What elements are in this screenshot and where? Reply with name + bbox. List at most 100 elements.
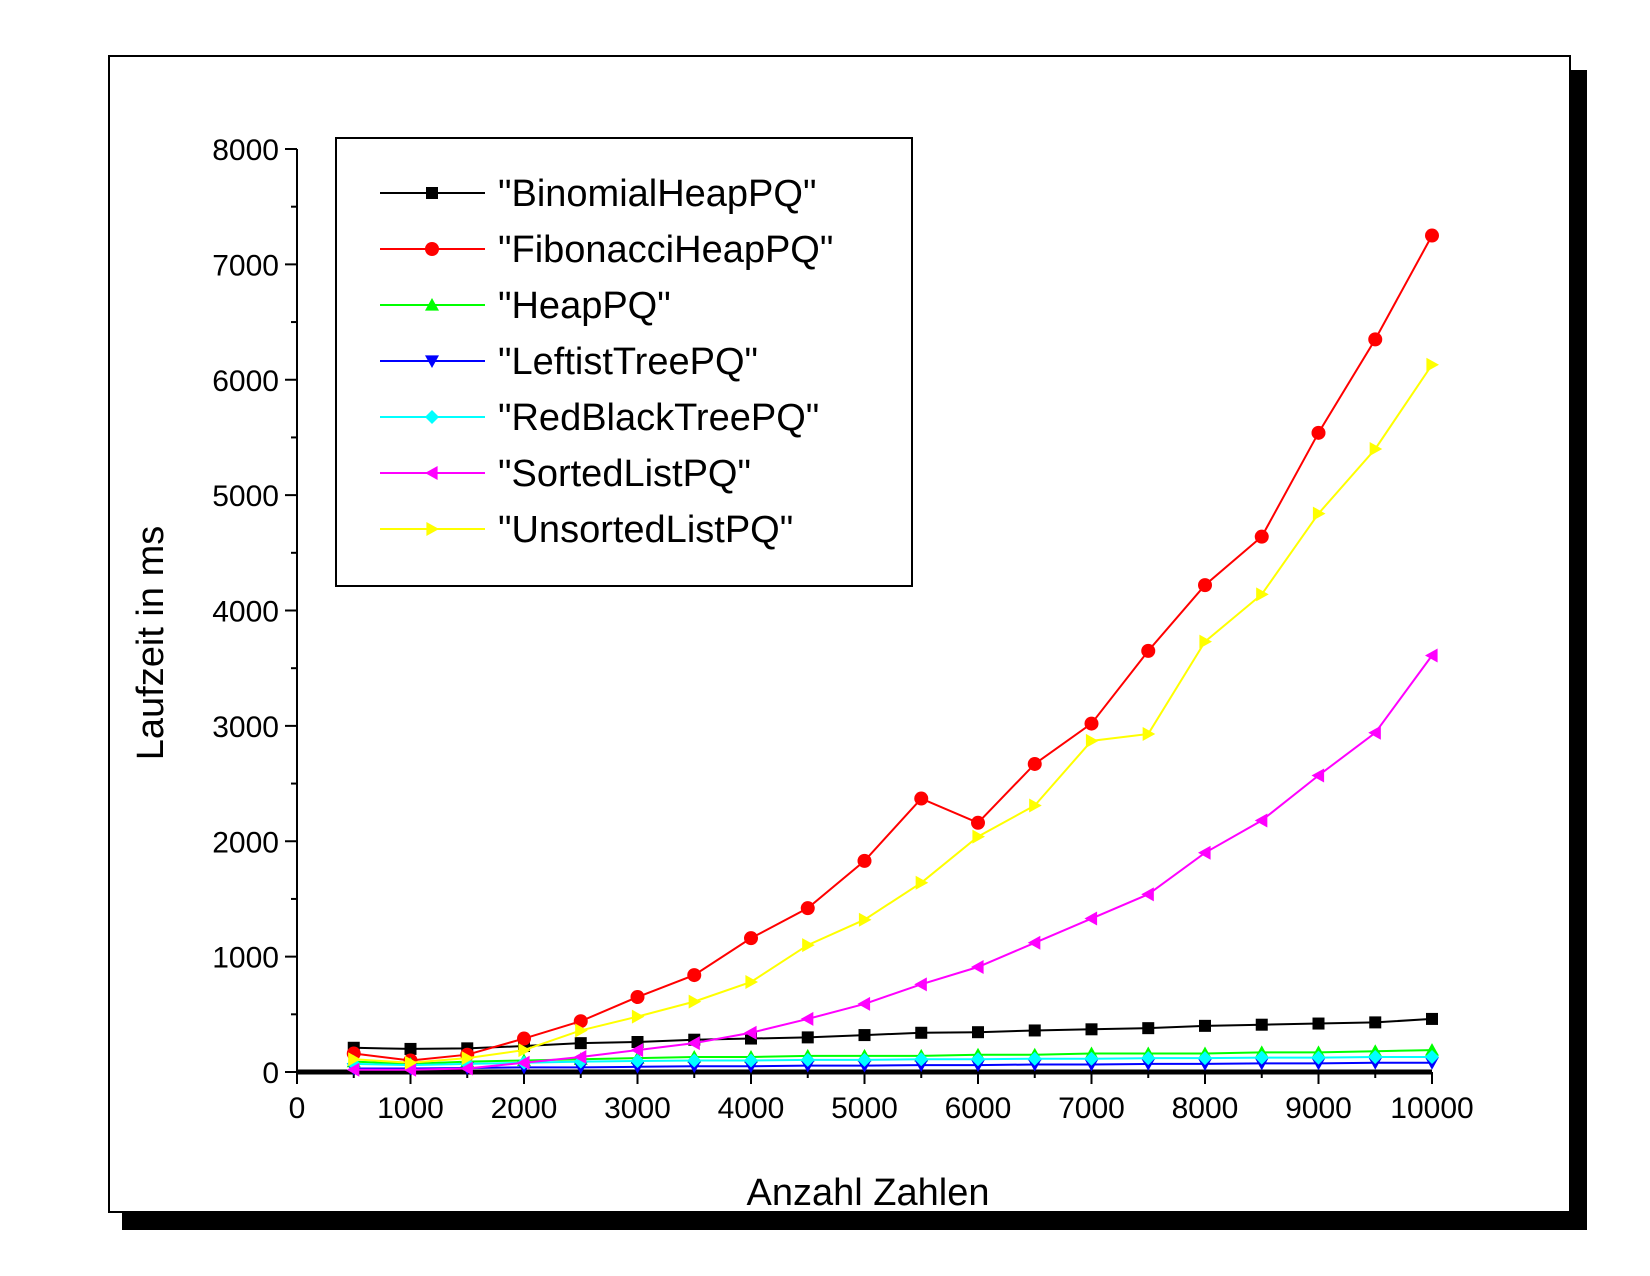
x-tick-label: 0 [289,1092,306,1125]
data-point [1256,587,1269,602]
data-point [1369,1016,1382,1029]
data-point [460,1061,473,1076]
y-tick-label: 5000 [212,480,279,513]
data-point [517,1055,530,1070]
data-point [1425,228,1439,243]
data-point [1254,813,1268,828]
legend-marker [425,355,439,368]
data-point [1368,725,1381,740]
data-point [1027,1051,1042,1066]
y-tick-label: 6000 [212,365,279,398]
data-point [972,829,985,844]
data-point [1199,634,1212,649]
x-tick-label: 8000 [1172,1092,1239,1125]
data-point [1425,1050,1439,1065]
data-point [1198,578,1212,593]
x-tick-label: 2000 [491,1092,558,1125]
data-point [914,791,929,806]
data-point [631,1009,645,1024]
data-point [1368,1050,1383,1065]
data-point [517,1031,531,1046]
data-point [971,960,984,975]
legend-marker [426,187,438,199]
data-point [1027,756,1042,771]
data-point [1311,768,1325,783]
data-point [1426,1012,1438,1025]
data-point [630,1043,644,1058]
series-6 [348,357,1439,1070]
legend-label: "HeapPQ" [498,285,671,327]
legend-label: "FibonacciHeapPQ" [498,229,833,271]
data-point [801,1031,814,1044]
data-point [404,1042,417,1055]
x-tick-label: 9000 [1285,1092,1352,1125]
legend-marker [426,522,439,536]
series-line [353,1061,1432,1070]
legend-item: "FibonacciHeapPQ" [380,229,833,271]
data-point [744,1025,757,1040]
legend-marker [425,410,439,424]
data-point [1028,1024,1041,1037]
legend-marker [425,242,439,256]
data-point [1084,911,1098,926]
data-point [1142,726,1156,741]
legend-label: "RedBlackTreePQ" [498,397,819,439]
data-point [1369,441,1383,456]
data-point [1142,1022,1155,1035]
legend-item: "UnsortedListPQ" [380,509,793,551]
data-point [857,1052,872,1067]
x-tick-label: 5000 [831,1092,898,1125]
data-point [857,853,872,868]
series-line [353,1017,1433,1050]
data-point [1254,1050,1269,1065]
y-axis-title: Laufzeit in ms [130,526,172,760]
data-point [971,1052,985,1067]
data-point [1368,332,1383,347]
series-5 [346,648,1438,1077]
data-point [858,1029,871,1042]
series-line [353,364,1433,1064]
legend-item: "HeapPQ" [380,285,671,327]
data-point [687,968,702,983]
data-point [1141,1051,1156,1066]
data-point [403,1062,417,1077]
legend-label: "BinomialHeapPQ" [498,173,816,215]
data-point [800,1011,814,1026]
legend-item: "LeftistTreePQ" [380,341,758,383]
legend-marker [425,466,438,480]
data-point [1255,1018,1268,1031]
y-tick-label: 3000 [212,711,279,744]
data-point [1029,798,1042,813]
legend-item: "SortedListPQ" [380,453,751,495]
x-tick-label: 7000 [1058,1092,1125,1125]
data-point [630,1054,645,1069]
data-point [857,996,871,1011]
data-point [1311,1050,1326,1065]
data-point [630,990,645,1005]
data-point [1199,1019,1211,1032]
data-point [574,1037,587,1050]
y-tick-label: 2000 [212,826,279,859]
data-point [346,1062,360,1077]
x-tick-label: 3000 [604,1092,671,1125]
data-point [518,1043,531,1058]
data-point [1254,529,1269,544]
data-point [1426,357,1439,372]
x-axis-title: Anzahl Zahlen [747,1172,990,1214]
data-point [687,1053,702,1068]
series-layer [346,228,1439,1077]
data-point [800,1052,815,1067]
x-tick-label: 1000 [377,1092,444,1125]
data-point [915,1026,928,1039]
data-point [1425,1043,1439,1056]
data-point [915,875,929,890]
data-point [575,1023,588,1038]
y-tick-label: 7000 [212,249,279,282]
data-point [348,1052,361,1067]
x-tick-label: 6000 [945,1092,1012,1125]
data-point [914,1052,929,1067]
data-point [744,1053,758,1068]
data-point [1425,648,1438,663]
data-point [745,975,758,990]
